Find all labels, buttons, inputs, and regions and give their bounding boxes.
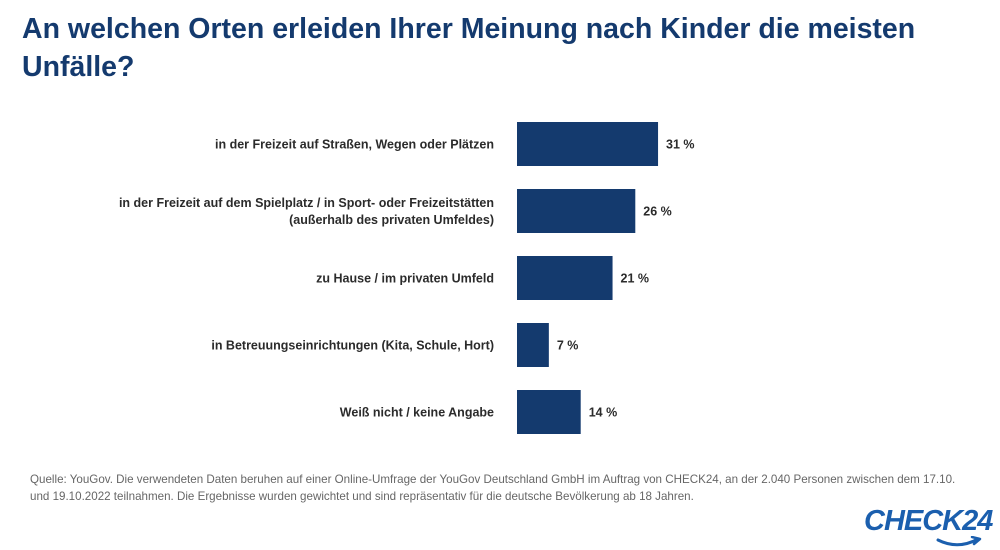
bar-5 <box>517 390 581 434</box>
category-label-1: in der Freizeit auf Straßen, Wegen oder … <box>215 138 494 152</box>
check24-logo: CHECK24 <box>864 505 993 537</box>
category-label-5: Weiß nicht / keine Angabe <box>340 406 494 420</box>
value-label-2: 26 % <box>643 205 672 219</box>
bar-2 <box>517 189 636 233</box>
category-label-2: in der Freizeit auf dem Spielplatz / in … <box>119 196 494 227</box>
source-note: Quelle: YouGov. Die verwendeten Daten be… <box>30 473 956 503</box>
value-label-5: 14 % <box>589 406 618 420</box>
value-label-4: 7 % <box>557 339 579 353</box>
bar-1 <box>517 122 659 166</box>
logo-swoosh-icon <box>936 536 982 547</box>
value-label-1: 31 % <box>666 138 695 152</box>
bar-4 <box>517 323 549 367</box>
category-label-3: zu Hause / im privaten Umfeld <box>316 272 494 286</box>
chart-title: An welchen Orten erleiden Ihrer Meinung … <box>22 13 916 83</box>
value-label-3: 21 % <box>621 272 650 286</box>
bar-3 <box>517 256 613 300</box>
category-label-4: in Betreuungseinrichtungen (Kita, Schule… <box>211 339 494 353</box>
